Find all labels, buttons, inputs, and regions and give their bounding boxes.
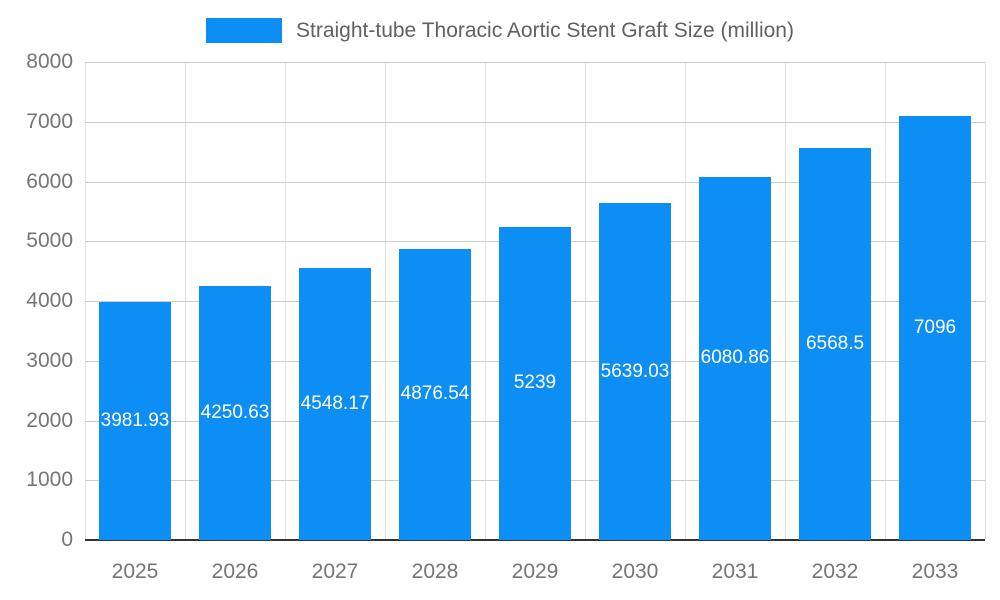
x-axis-tick-label: 2032 — [811, 560, 859, 583]
bar-value-label: 4548.17 — [300, 393, 370, 415]
x-axis-tick-label: 2030 — [611, 560, 659, 583]
y-axis-tick-label: 3000 — [26, 348, 73, 372]
bar[interactable]: 5239 — [499, 226, 571, 540]
x-axis-tick-label: 2029 — [511, 560, 559, 583]
bar[interactable]: 4876.54 — [399, 248, 471, 540]
y-axis-tick-label: 5000 — [26, 229, 73, 253]
y-axis-tick-label: 0 — [61, 528, 73, 551]
bar[interactable]: 5639.03 — [599, 203, 671, 540]
bar[interactable]: 7096 — [899, 116, 971, 540]
x-axis-tick-label: 2028 — [411, 560, 459, 583]
bar-value-label: 3981.93 — [100, 410, 170, 432]
chart-legend: Straight-tube Thoracic Aortic Stent Graf… — [0, 18, 1000, 43]
bar-value-label: 5239 — [513, 372, 557, 394]
bar-value-label: 6568.5 — [805, 332, 865, 354]
y-axis-tick-label: 2000 — [26, 408, 73, 432]
horizontal-gridline — [85, 121, 985, 123]
x-axis-tick-label: 2025 — [111, 560, 159, 583]
bar[interactable]: 6568.5 — [799, 147, 871, 540]
x-axis-tick-label: 2031 — [711, 560, 759, 583]
x-axis-tick-label: 2026 — [211, 560, 259, 583]
legend-swatch — [206, 18, 282, 43]
y-axis-tick-label: 6000 — [26, 169, 73, 193]
bar[interactable]: 4250.63 — [199, 286, 271, 540]
horizontal-gridline — [85, 181, 985, 183]
bar-value-label: 5639.03 — [600, 360, 670, 382]
horizontal-gridline — [85, 62, 985, 63]
bar-value-label: 7096 — [913, 316, 957, 338]
y-axis-tick-label: 4000 — [26, 289, 73, 312]
x-axis-tick-label: 2033 — [911, 560, 959, 583]
x-axis-tick-label: 2027 — [311, 560, 359, 583]
bar-value-label: 6080.86 — [700, 347, 770, 369]
bar[interactable]: 6080.86 — [699, 176, 771, 540]
y-axis-tick-label: 8000 — [26, 50, 73, 73]
legend-label: Straight-tube Thoracic Aortic Stent Graf… — [296, 18, 794, 42]
bar-value-label: 4876.54 — [400, 383, 470, 405]
bar[interactable]: 4548.17 — [299, 268, 371, 540]
x-axis-baseline — [85, 539, 985, 541]
y-axis-tick-label: 1000 — [26, 468, 73, 492]
bar-value-label: 4250.63 — [200, 402, 270, 423]
bar[interactable]: 3981.93 — [99, 302, 171, 540]
vertical-gridline — [985, 62, 986, 540]
y-axis-tick-label: 7000 — [26, 109, 73, 133]
